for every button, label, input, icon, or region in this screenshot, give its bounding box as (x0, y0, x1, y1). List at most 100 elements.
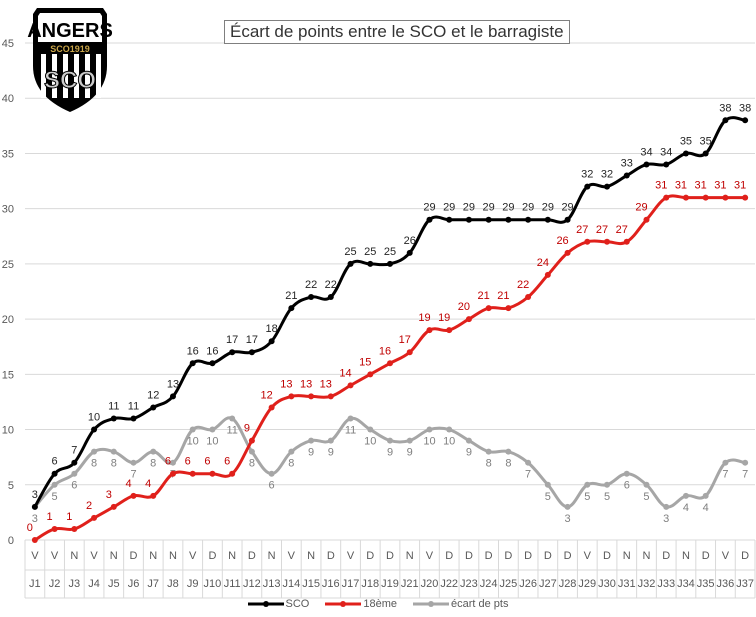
category-label: J32 (638, 578, 656, 590)
result-label: N (149, 550, 157, 562)
data-point (465, 316, 472, 323)
result-label: D (445, 550, 453, 562)
category-label: J25 (500, 578, 518, 590)
legend-marker-icon (247, 601, 284, 607)
data-point (663, 194, 670, 201)
category-label: J22 (440, 578, 458, 590)
data-point (91, 426, 98, 433)
data-label: 8 (91, 458, 97, 470)
data-label: 27 (596, 224, 608, 236)
data-point (130, 459, 137, 466)
data-label: 12 (260, 389, 272, 401)
data-label: 20 (458, 301, 470, 313)
category-label: J36 (717, 578, 735, 590)
data-label: 14 (339, 367, 351, 379)
data-label: 9 (407, 447, 413, 459)
data-point (209, 426, 216, 433)
data-point (525, 216, 532, 223)
result-label: D (504, 550, 512, 562)
data-label: 17 (399, 334, 411, 346)
data-point (604, 481, 611, 488)
data-point (584, 481, 591, 488)
category-label: J3 (69, 578, 81, 590)
data-label: 8 (249, 458, 255, 470)
data-point (604, 238, 611, 245)
result-label: N (228, 550, 236, 562)
data-label: 22 (305, 279, 317, 291)
data-label: 3 (32, 489, 38, 501)
result-label: D (386, 550, 394, 562)
legend-label: SCO (285, 598, 310, 610)
data-label: 13 (320, 378, 332, 390)
category-label: J4 (88, 578, 100, 590)
result-label: D (544, 550, 552, 562)
chart-title: Écart de points entre le SCO et le barra… (224, 20, 570, 44)
data-label: 19 (418, 312, 430, 324)
data-point (564, 503, 571, 510)
data-label: 17 (226, 334, 238, 346)
data-label: 9 (328, 447, 334, 459)
data-point (623, 470, 630, 477)
data-point (71, 470, 78, 477)
data-label: 13 (280, 378, 292, 390)
data-point (268, 470, 275, 477)
logo-stripe (63, 54, 68, 98)
data-label: 0 (27, 522, 33, 534)
data-point (525, 294, 532, 301)
result-label: D (248, 550, 256, 562)
data-point (564, 249, 571, 256)
data-point (110, 415, 117, 422)
logo-text: SCO (44, 67, 96, 94)
result-label: D (327, 550, 335, 562)
data-label: 10 (443, 436, 455, 448)
data-point (485, 216, 492, 223)
data-point (110, 503, 117, 510)
data-point (564, 216, 571, 223)
data-point (446, 327, 453, 334)
data-label: 4 (703, 502, 709, 514)
data-point (426, 327, 433, 334)
data-point (288, 448, 295, 455)
data-label: 17 (246, 334, 258, 346)
data-label: 32 (601, 169, 613, 181)
data-point (722, 194, 729, 201)
data-point (406, 249, 413, 256)
data-label: 21 (285, 290, 297, 302)
data-label: 4 (125, 478, 131, 490)
data-point (150, 492, 157, 499)
data-label: 19 (438, 312, 450, 324)
y-tick-label: 40 (2, 93, 14, 105)
result-label: D (524, 550, 532, 562)
data-label: 7 (71, 445, 77, 457)
data-point (544, 481, 551, 488)
logo-top (38, 13, 102, 42)
y-tick-label: 20 (2, 314, 14, 326)
data-point (229, 415, 236, 422)
category-label: J14 (282, 578, 300, 590)
data-point (288, 305, 295, 312)
data-label: 5 (604, 491, 610, 503)
data-label: 38 (739, 102, 751, 114)
data-label: 12 (147, 389, 159, 401)
data-label: 31 (695, 180, 707, 192)
result-label: V (584, 550, 592, 562)
legend-item: 18ème (325, 598, 397, 610)
data-label: 10 (206, 436, 218, 448)
category-label: J2 (49, 578, 61, 590)
data-point (584, 183, 591, 190)
category-label: J1 (29, 578, 41, 590)
data-label: 7 (130, 469, 136, 481)
y-tick-label: 5 (8, 480, 14, 492)
data-label: 2 (86, 500, 92, 512)
data-label: 29 (423, 202, 435, 214)
logo-text: SCO1919 (50, 44, 90, 54)
category-label: J11 (224, 578, 241, 590)
result-label: D (465, 550, 473, 562)
data-label: 18 (265, 323, 277, 335)
data-label: 26 (556, 235, 568, 247)
data-label: 13 (167, 378, 179, 390)
data-point (209, 360, 216, 367)
